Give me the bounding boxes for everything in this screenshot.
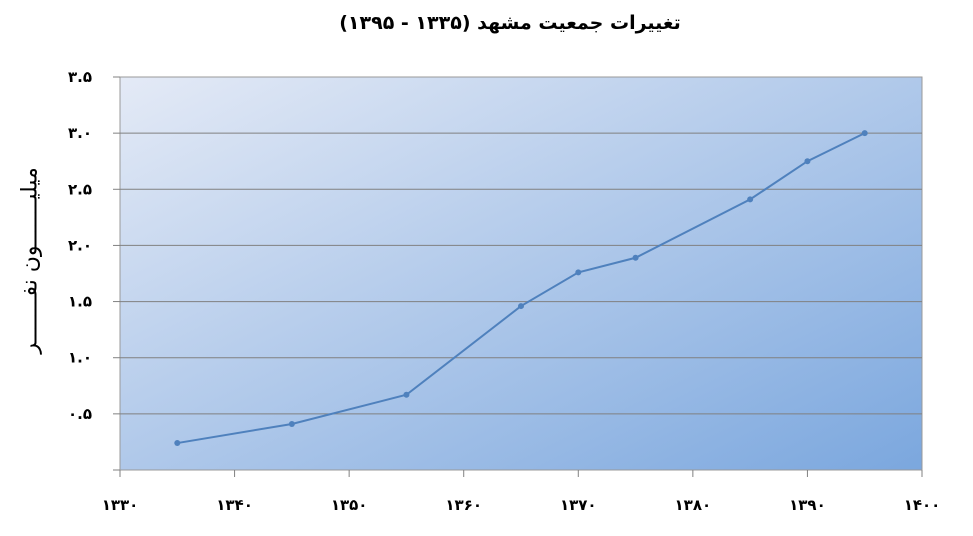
y-tick-label: ۲.۵ bbox=[68, 180, 92, 198]
data-point bbox=[575, 269, 582, 276]
y-tick-label: ۱.۵ bbox=[68, 293, 92, 311]
x-tick-label: ۱۳۶۰ bbox=[445, 496, 482, 514]
data-point bbox=[804, 158, 811, 165]
data-point bbox=[403, 391, 410, 398]
x-tick-label: ۱۳۹۰ bbox=[789, 496, 826, 514]
data-point bbox=[174, 440, 181, 447]
x-tick-label: ۱۳۷۰ bbox=[560, 496, 597, 514]
x-tick-label: ۱۳۳۰ bbox=[102, 496, 139, 514]
y-tick-label: ۲.۰ bbox=[68, 236, 92, 254]
x-tick-label: ۱۳۸۰ bbox=[675, 496, 712, 514]
data-point bbox=[861, 130, 868, 137]
chart-title: تغییرات جمعیت مشهد (۱۳۳۵ - ۱۳۹۵) bbox=[339, 12, 681, 34]
x-tick-label: ۱۳۴۰ bbox=[216, 496, 253, 514]
y-tick-label: ۰.۵ bbox=[68, 405, 92, 423]
data-point bbox=[288, 420, 295, 427]
x-tick-label: ۱۳۵۰ bbox=[331, 496, 368, 514]
y-tick-label: ۳.۵ bbox=[68, 68, 92, 86]
x-tick-label: ۱۴۰۰ bbox=[904, 496, 941, 514]
data-point bbox=[632, 254, 639, 261]
plot-area bbox=[119, 76, 923, 471]
y-tick-label: ۱.۰ bbox=[68, 349, 92, 367]
data-point bbox=[747, 196, 754, 203]
y-tick-label: ۳.۰ bbox=[68, 124, 92, 142]
data-point bbox=[518, 303, 524, 310]
